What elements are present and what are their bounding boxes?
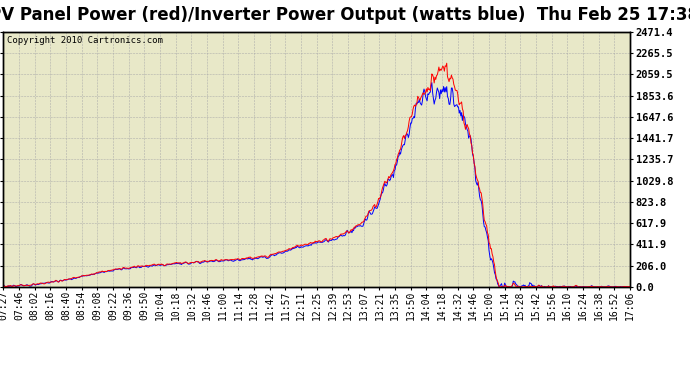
Text: Copyright 2010 Cartronics.com: Copyright 2010 Cartronics.com — [7, 36, 162, 45]
Text: Total PV Panel Power (red)/Inverter Power Output (watts blue)  Thu Feb 25 17:38: Total PV Panel Power (red)/Inverter Powe… — [0, 6, 690, 24]
